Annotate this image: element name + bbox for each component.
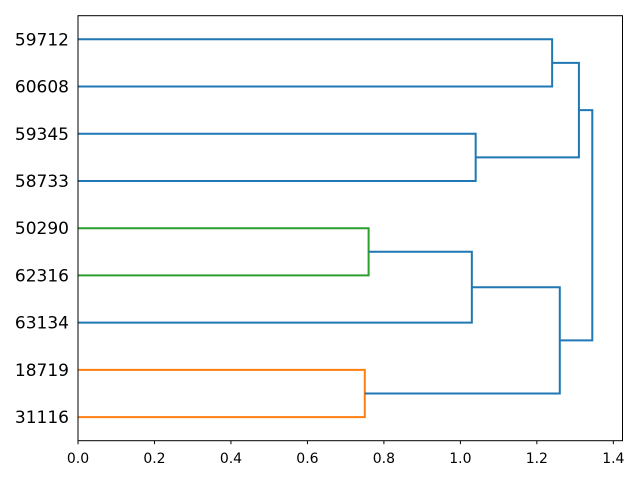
leaf-label: 62316 <box>15 266 69 286</box>
dendrogram-link-7 <box>559 109 594 342</box>
dendrogram-link-3 <box>78 132 477 182</box>
x-tick-label: 0.2 <box>143 451 165 467</box>
x-tick-label: 0.8 <box>373 451 395 467</box>
dendrogram-link-2 <box>78 250 473 324</box>
x-tick-label: 1.4 <box>602 451 624 467</box>
x-tick-label: 1.0 <box>449 451 471 467</box>
dendrogram-link-5 <box>364 286 561 395</box>
x-tick-label: 0.0 <box>67 451 89 467</box>
dendrogram-link-4 <box>78 38 554 88</box>
leaf-label: 59345 <box>15 125 69 145</box>
leaf-label: 18719 <box>15 361 69 381</box>
leaf-label: 63134 <box>15 314 69 334</box>
x-tick-label: 0.6 <box>296 451 318 467</box>
x-tick-label: 0.4 <box>220 451 242 467</box>
leaf-label: 31116 <box>15 408 69 428</box>
dendrogram-link-0 <box>78 368 366 419</box>
leaf-label: 58733 <box>15 172 69 192</box>
dendrogram-link-6 <box>475 61 580 159</box>
leaf-label: 60608 <box>15 78 69 98</box>
plot-border <box>77 15 623 442</box>
x-tick-label: 1.2 <box>526 451 548 467</box>
dendrogram-link-1 <box>78 227 370 277</box>
leaf-label: 59712 <box>15 30 69 50</box>
leaf-label: 50290 <box>15 219 69 239</box>
